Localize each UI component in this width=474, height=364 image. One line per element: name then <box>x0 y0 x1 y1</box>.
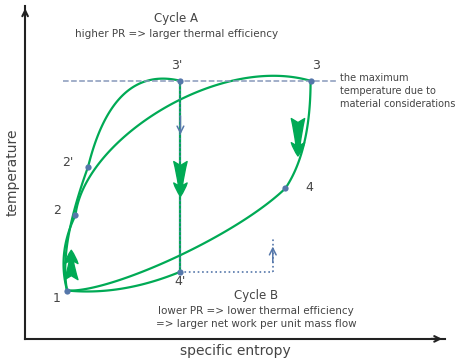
Text: 3': 3' <box>172 59 183 72</box>
Text: the maximum
temperature due to
material considerations: the maximum temperature due to material … <box>340 73 456 109</box>
Text: lower PR => lower thermal efficiency: lower PR => lower thermal efficiency <box>158 306 354 316</box>
X-axis label: specific entropy: specific entropy <box>180 344 291 359</box>
Text: => larger net work per unit mass flow: => larger net work per unit mass flow <box>155 319 356 329</box>
Y-axis label: temperature: temperature <box>6 128 19 216</box>
Text: 1: 1 <box>53 292 61 305</box>
Text: Cycle B: Cycle B <box>234 289 278 301</box>
Text: 4': 4' <box>175 275 186 288</box>
Text: 3: 3 <box>312 59 319 72</box>
Text: Cycle A: Cycle A <box>154 12 198 25</box>
Text: 2': 2' <box>62 156 73 169</box>
Text: higher PR => larger thermal efficiency: higher PR => larger thermal efficiency <box>75 29 278 39</box>
Text: 4: 4 <box>305 181 313 194</box>
Text: 2: 2 <box>53 204 61 217</box>
